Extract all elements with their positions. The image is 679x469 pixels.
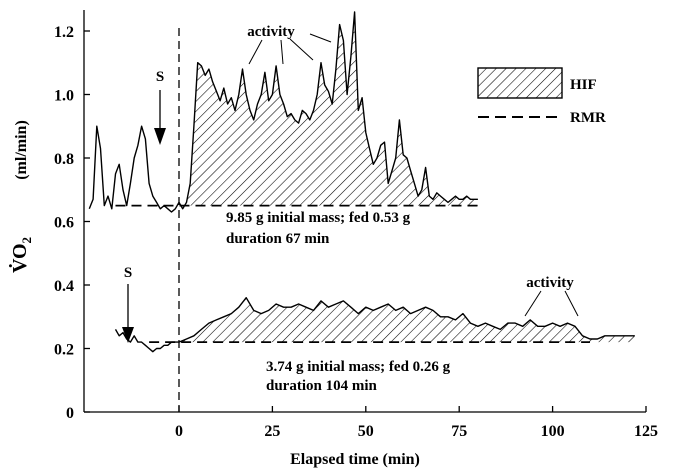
activity-pointer-top-1 — [248, 39, 263, 65]
upper-caption-line2: duration 67 min — [226, 231, 330, 247]
y-tick-group: 0 0.2 0.4 0.6 0.8 1.0 1.2 — [54, 24, 90, 422]
s-arrow-top-head — [154, 128, 166, 145]
upper-caption-line1: 9.85 g initial mass; fed 0.53 g — [226, 210, 411, 226]
x-tick-label: 100 — [541, 423, 565, 440]
y-tick-label: 1.0 — [54, 88, 74, 105]
x-tick-label: 125 — [634, 423, 658, 440]
y-tick-label: 0.2 — [54, 342, 74, 359]
activity-label-top: activity — [247, 24, 295, 40]
vo2-trace-1 — [88, 11, 478, 213]
activity-pointer-top-3 — [289, 38, 314, 61]
y-tick-label: 0.8 — [54, 151, 74, 168]
y-axis-title: V̇O2 — [7, 237, 34, 273]
activity-pointer-top-4 — [309, 33, 332, 43]
hif-area-2 — [179, 297, 635, 343]
vo2-trace-2 — [114, 297, 635, 353]
x-tick-label: 0 — [175, 423, 183, 440]
y-tick-label: 1.2 — [54, 24, 74, 41]
y-tick-label: 0.6 — [54, 215, 74, 232]
y-axis-title-sub: 2 — [19, 237, 34, 244]
s-label-bottom: S — [124, 265, 132, 281]
y-axis-title-main: V̇O — [7, 243, 31, 273]
hif-area-1 — [179, 11, 478, 206]
activity-pointer-bottom-1 — [524, 290, 542, 317]
y-tick-label: 0.4 — [54, 278, 74, 295]
trace-group — [88, 11, 635, 353]
s-arrow-bottom-head — [122, 327, 134, 343]
legend-rmr-label: RMR — [570, 110, 606, 126]
y-tick-label: 0 — [66, 405, 74, 422]
hif-area-group — [179, 11, 635, 343]
x-axis-title: Elapsed time (min) — [290, 451, 420, 468]
activity-label-bottom: activity — [526, 275, 574, 291]
lower-caption-line2: duration 104 min — [266, 378, 378, 394]
activity-pointer-top-2 — [280, 39, 284, 65]
rmr-line-group — [115, 204, 590, 344]
y-axis-unit: (ml/min) — [13, 120, 30, 180]
x-tick-label: 75 — [451, 423, 467, 440]
x-tick-label: 25 — [264, 423, 280, 440]
x-tick-group: 0 25 50 75 100 125 — [175, 406, 658, 440]
legend-hif-swatch — [477, 67, 563, 99]
activity-pointer-bottom-2 — [564, 290, 579, 317]
x-tick-label: 50 — [358, 423, 374, 440]
legend: HIF RMR — [477, 67, 606, 126]
s-label-top: S — [156, 69, 164, 85]
lower-caption-line1: 3.74 g initial mass; fed 0.26 g — [266, 359, 451, 375]
annotations: S S activity activity 9.85 g initial mas… — [122, 24, 579, 394]
legend-hif-label: HIF — [570, 77, 597, 93]
